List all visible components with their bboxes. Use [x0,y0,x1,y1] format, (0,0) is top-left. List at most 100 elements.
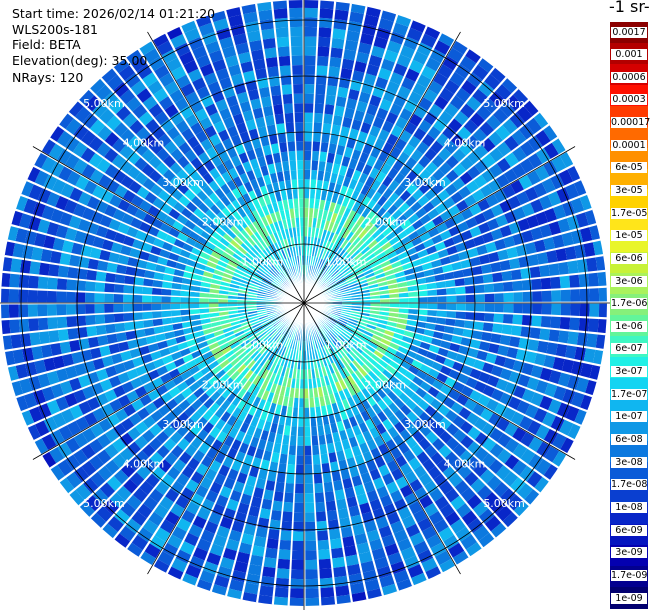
radar-cell [456,294,466,303]
radar-cell [184,333,196,342]
radar-cell [320,587,335,598]
ray-gap [163,28,305,304]
radar-cell [57,329,69,342]
radar-cell [264,115,275,127]
radar-cell [519,465,536,482]
radar-cell [363,268,374,276]
radar-cell [85,281,96,293]
radar-cell [321,229,328,240]
radar-cell [142,311,153,320]
radar-cell [120,350,132,362]
radar-cell [312,445,320,456]
radar-cell [474,311,485,321]
radar-cell [200,214,212,226]
radar-cell [172,275,183,284]
radar-cell [293,512,304,522]
radar-cell [460,79,477,95]
radar-cell [102,91,119,108]
radar-cell [117,254,130,266]
radar-cell [304,7,318,18]
radar-cell [277,375,285,386]
radar-cell [37,290,48,303]
radar-cell [478,253,491,265]
radar-cell [56,148,72,165]
radar-cell [221,45,237,59]
radar-cell [136,337,148,348]
radar-cell [257,9,273,21]
radar-cell [179,347,191,358]
radar-cell [195,484,209,499]
ray-gap [45,134,305,304]
radar-cell [504,210,517,224]
radar-cell [341,58,355,70]
radar-cell [350,189,360,201]
radar-cell [64,227,78,242]
radar-cell [132,285,143,295]
radar-cell [411,572,428,587]
ray-gap [239,1,305,304]
radar-cell [287,454,297,465]
radar-cell [202,185,214,197]
radar-cell [361,232,371,243]
radar-cell [287,338,293,349]
radar-cell [247,190,257,202]
radar-cell [417,398,430,411]
radar-cell [499,367,513,381]
radar-cell [170,34,187,49]
radar-cell [110,242,123,254]
radar-cell [56,368,69,383]
radar-cell [368,341,379,350]
radar-cell [68,254,81,268]
radar-cell [431,168,445,182]
radar-cell [393,196,405,209]
radar-cell [211,231,223,242]
radar-cell [462,328,474,338]
radar-cell [399,256,411,265]
radar-cell [535,424,550,440]
radar-cell [330,382,339,394]
radar-cell [456,502,472,518]
radar-cell [516,399,531,415]
radar-cell [142,95,158,111]
radar-cell [184,219,196,231]
radar-cell [263,47,277,59]
range-ring-label: 4.00km [444,458,486,471]
azimuth-spokes [0,0,617,610]
radar-cell [65,365,78,380]
radar-cell [512,206,526,221]
radar-cell [382,451,395,464]
radar-cell [334,275,344,283]
radar-cell [236,91,249,104]
radar-cell [75,483,92,501]
radar-cell [381,226,393,237]
radar-cell [57,459,73,477]
radar-cell [1,336,4,353]
radar-cell [544,445,560,463]
radar-cell [339,264,349,273]
radar-cell [170,303,181,310]
radar-cell [266,392,275,403]
radar-cell [221,423,233,435]
radar-cell [324,375,331,386]
radar-cell [551,303,562,316]
radar-cell [359,218,370,229]
radar-cell [9,273,20,289]
radar-cell [338,205,347,216]
radar-cell [203,72,218,86]
radar-cell [305,588,320,599]
radar-cell [519,157,535,174]
radar-cell [351,201,361,213]
radar-cell [1,304,10,319]
radar-cell [228,529,243,543]
radar-cell [371,264,383,272]
radar-cell [215,264,226,273]
radar-cell [233,327,244,334]
radar-cell [241,533,255,546]
radar-cell [369,214,380,225]
radar-cell [163,182,177,196]
radar-cell [88,136,104,152]
radar-cell [475,303,485,312]
radar-cell [394,421,406,434]
radar-cell [272,500,284,512]
radar-cell [208,303,219,308]
